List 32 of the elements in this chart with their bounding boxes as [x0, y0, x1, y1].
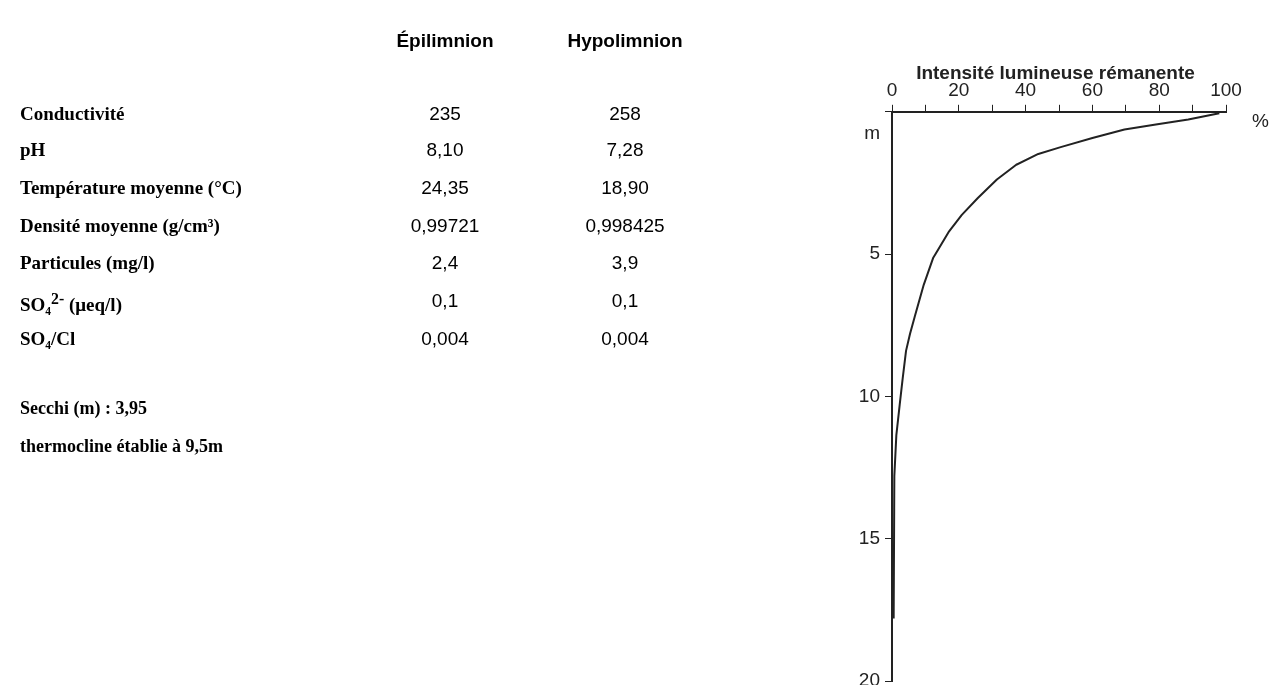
text: 0,004 — [421, 328, 469, 349]
y-tick-label: 15 — [858, 526, 880, 548]
x-axis-title: % — [1252, 109, 1269, 131]
text: 0,004 — [601, 328, 649, 349]
text: thermocline établie à 9,5m — [20, 436, 223, 457]
category-label: SO₄$^{2-}$ (μeq/l) — [20, 290, 122, 316]
text: 24,35 — [421, 177, 469, 198]
text: 2,4 — [431, 252, 459, 273]
text: 18,90 — [601, 177, 649, 198]
category-label: Épilimnion — [395, 30, 495, 52]
text: 0,998425 — [585, 215, 665, 236]
text: 235 — [429, 103, 461, 124]
category-label: Conductivité — [20, 103, 125, 124]
category-label: Hypolimnion — [566, 30, 684, 52]
category-label: Densité moyenne (g/cm³) — [20, 215, 220, 236]
x-tick-label: 100 — [1210, 78, 1242, 100]
y-tick-label: 10 — [858, 384, 880, 406]
text: 258 — [609, 103, 641, 124]
text: 3,9 — [611, 252, 639, 273]
category-label: pH — [20, 139, 46, 160]
y-axis-title: m — [864, 122, 880, 144]
category-label: Particules (mg/l) — [20, 252, 155, 273]
text: 0,99721 — [410, 215, 480, 236]
category-label: SO₄/Cl — [20, 328, 76, 349]
y-tick-label: 5 — [869, 242, 880, 264]
text: Secchi (m) : 3,95 — [20, 398, 147, 419]
text: 8,10 — [426, 139, 464, 160]
x-tick-label: 0 — [886, 78, 898, 100]
text: 7,28 — [606, 139, 644, 160]
category-label: Température moyenne (°C) — [20, 177, 242, 198]
text: 0,1 — [431, 290, 459, 311]
text: 0,1 — [611, 290, 639, 311]
